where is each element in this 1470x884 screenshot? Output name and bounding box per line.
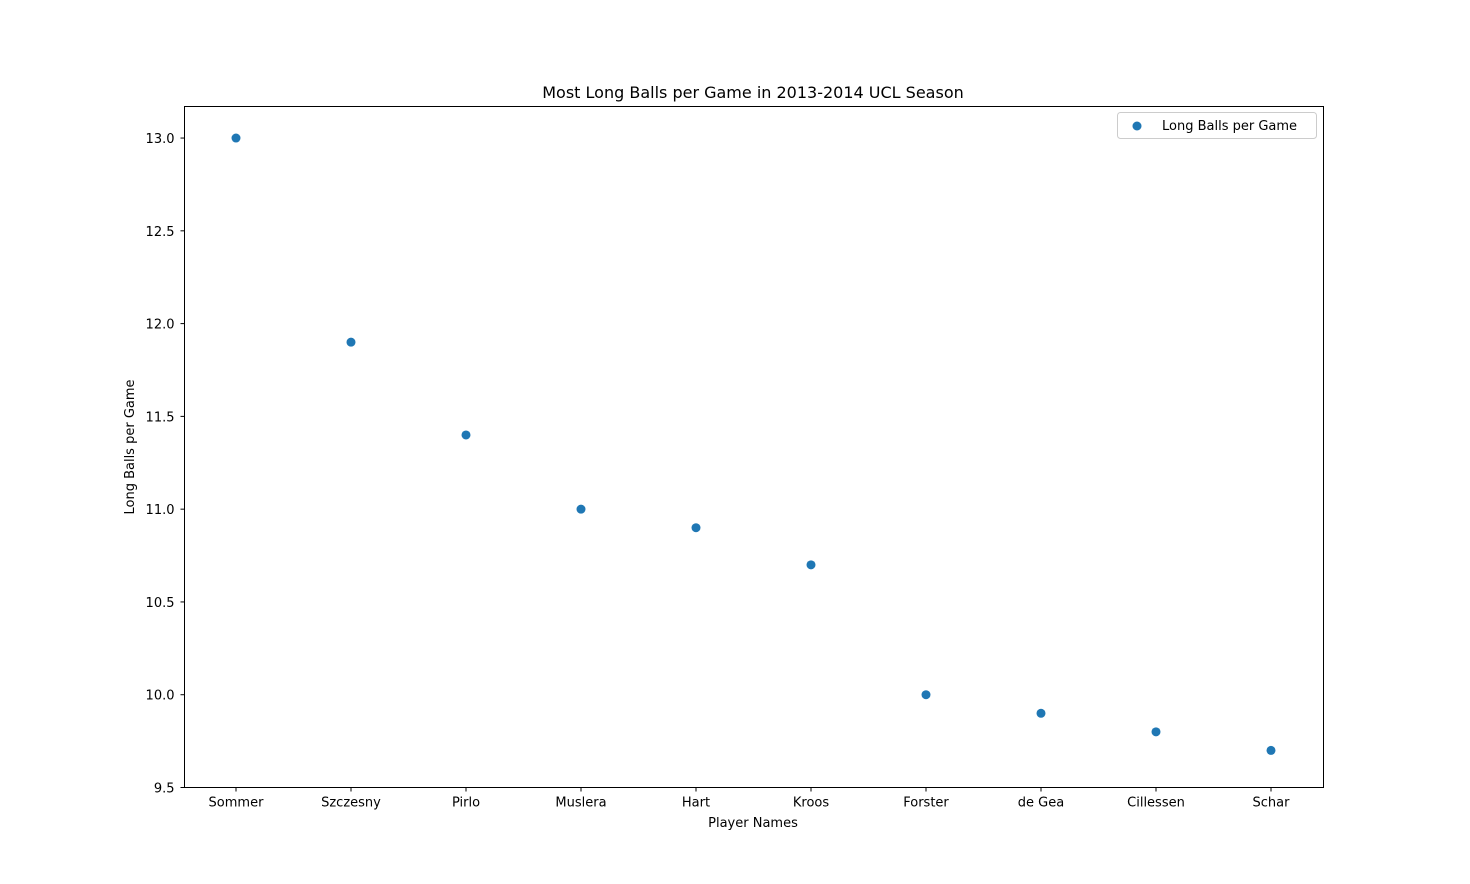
x-tick-label: Muslera [555,796,606,811]
data-point [691,523,701,533]
legend-label: Long Balls per Game [1162,119,1297,134]
x-axis-ticks: Sommer Szczesny Pirlo Muslera Hart Kroos Forst… [209,787,1291,811]
y-tick-label: 12.0 [146,318,175,333]
x-tick-label: de Gea [1018,796,1064,811]
y-tick-label: 13.0 [146,132,175,147]
y-tick-label: 11.0 [146,503,175,518]
y-tick-label: 10.0 [146,689,175,704]
legend-marker [1132,121,1142,131]
x-tick-label: Pirlo [452,796,480,811]
data-point [346,337,356,347]
x-tick-label: Schar [1253,796,1291,811]
y-tick-label: 11.5 [146,410,175,425]
data-point [576,504,586,514]
x-tick-label: Hart [682,796,710,811]
data-point [921,690,931,700]
y-axis-ticks: 9.5 10.0 10.5 11.0 11.5 12.0 12.5 13.0 [146,132,185,797]
chart-title: Most Long Balls per Game in 2013-2014 UC… [542,83,964,102]
y-tick-label: 12.5 [146,225,175,240]
legend-box [1117,112,1317,139]
plot-frame [184,106,1324,788]
data-point [1151,727,1161,737]
y-tick-label: 9.5 [154,782,175,797]
y-axis-label: Long Balls per Game [123,379,138,514]
data-point [1036,708,1046,718]
x-axis-label: Player Names [708,816,798,831]
legend: Long Balls per Game [1117,112,1317,139]
x-tick-label: Szczesny [321,796,381,811]
data-point [1266,745,1276,755]
data-point [461,430,471,440]
data-point [231,133,241,143]
x-tick-label: Cillessen [1127,796,1185,811]
x-tick-label: Kroos [793,796,829,811]
x-tick-label: Forster [903,796,949,811]
data-points [231,133,1276,755]
data-point [806,560,816,570]
y-tick-label: 10.5 [146,596,175,611]
x-tick-label: Sommer [209,796,265,811]
